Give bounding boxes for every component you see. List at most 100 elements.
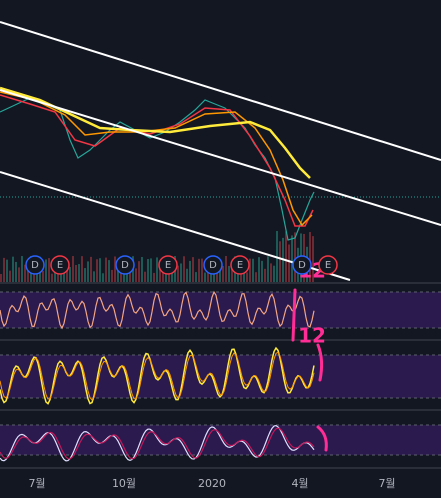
event-circle (230, 255, 250, 275)
event-label: D (121, 260, 129, 271)
volume-bar (69, 267, 71, 282)
volume-bar (45, 259, 47, 282)
volume-bar (108, 260, 110, 282)
volume-bar (264, 268, 266, 282)
volume-bar (273, 265, 275, 282)
volume-bar (117, 262, 119, 282)
volume-bar (120, 266, 122, 282)
volume-bar (135, 268, 137, 282)
x-axis-label: 4월 (291, 477, 308, 490)
volume-bar (246, 272, 248, 282)
oscillator-3-signal (0, 427, 315, 460)
oscillator-1 (0, 290, 315, 330)
volume-bar (261, 260, 263, 282)
volume-bar (255, 272, 257, 282)
event-circle (158, 255, 178, 275)
volume-bar (309, 232, 311, 282)
volume-bar (258, 257, 260, 282)
volume-bar (171, 266, 173, 282)
volume-bar (102, 273, 104, 282)
volume-bar (153, 272, 155, 282)
volume-bar (87, 261, 89, 282)
volume-bar (150, 258, 152, 282)
volume-bar (144, 271, 146, 282)
volume-bar (189, 260, 191, 282)
volume-bar (72, 256, 74, 282)
event-label: D (31, 260, 39, 271)
volume-bar (159, 260, 161, 282)
volume-bar (21, 256, 23, 282)
volume-bar (66, 262, 68, 282)
volume-bar (51, 273, 53, 282)
ma-short (0, 94, 314, 227)
volume-bar (75, 264, 77, 282)
volume-bar (60, 270, 62, 282)
volume-bar (204, 272, 206, 282)
volume-bar (78, 264, 80, 282)
event-circle (25, 255, 45, 275)
volume-bar (186, 268, 188, 282)
oscillator-2 (0, 346, 315, 405)
ma-mid (0, 91, 313, 227)
volume-bar (219, 263, 221, 282)
volume-bar (141, 256, 143, 282)
volume-bar (84, 268, 86, 282)
oscillator-bands (0, 292, 441, 455)
volume-bar (3, 257, 5, 282)
volume-bar (90, 256, 92, 282)
volume-bar (105, 257, 107, 282)
volume-bar (252, 258, 254, 282)
event-label: D (209, 260, 217, 271)
volume-bar (96, 259, 98, 282)
oscillator-3 (0, 424, 315, 462)
volume-bar (228, 265, 230, 282)
volume-bar (192, 257, 194, 282)
event-circle (50, 255, 70, 275)
volume-bar (93, 271, 95, 282)
volume-bar (48, 258, 50, 282)
oscillator-2-signal (0, 351, 315, 401)
pane-separators (0, 282, 441, 469)
volume-bar (222, 266, 224, 282)
volume-bar (231, 263, 233, 282)
event-label: E (237, 260, 243, 271)
volume-bar (27, 264, 29, 282)
volume-bar (6, 259, 8, 282)
volume-bar (177, 265, 179, 282)
x-axis-label: 10월 (112, 477, 136, 490)
volume-bar (138, 261, 140, 282)
volume-bar (213, 269, 215, 282)
volume-bar (294, 232, 296, 282)
volume-bar (42, 270, 44, 282)
event-label: E (165, 260, 171, 271)
volume-bar (114, 256, 116, 282)
event-label: E (57, 260, 63, 271)
event-circle (292, 255, 312, 275)
volume-bar (81, 256, 83, 282)
volume-bar (312, 236, 314, 282)
volume-bar (0, 274, 2, 282)
volume-bar (18, 267, 20, 282)
volume-bar (267, 256, 269, 282)
volume-bar (285, 231, 287, 282)
volume-bar (15, 261, 17, 282)
volume-bar (180, 263, 182, 282)
volume-bar (9, 270, 11, 282)
event-circle (203, 255, 223, 275)
x-axis-label: 7월 (28, 477, 45, 490)
volume-bar (162, 269, 164, 282)
volume-bar (279, 241, 281, 282)
volume-bar (111, 269, 113, 282)
volume-bar (288, 244, 290, 282)
handwritten-marks (291, 288, 328, 452)
volume-bar (225, 256, 227, 282)
price-candles (0, 97, 315, 241)
event-label: D (298, 260, 306, 271)
volume-bar (33, 267, 35, 282)
volume-bar (237, 269, 239, 282)
volume-bar (183, 256, 185, 282)
volume-bar (249, 258, 251, 282)
